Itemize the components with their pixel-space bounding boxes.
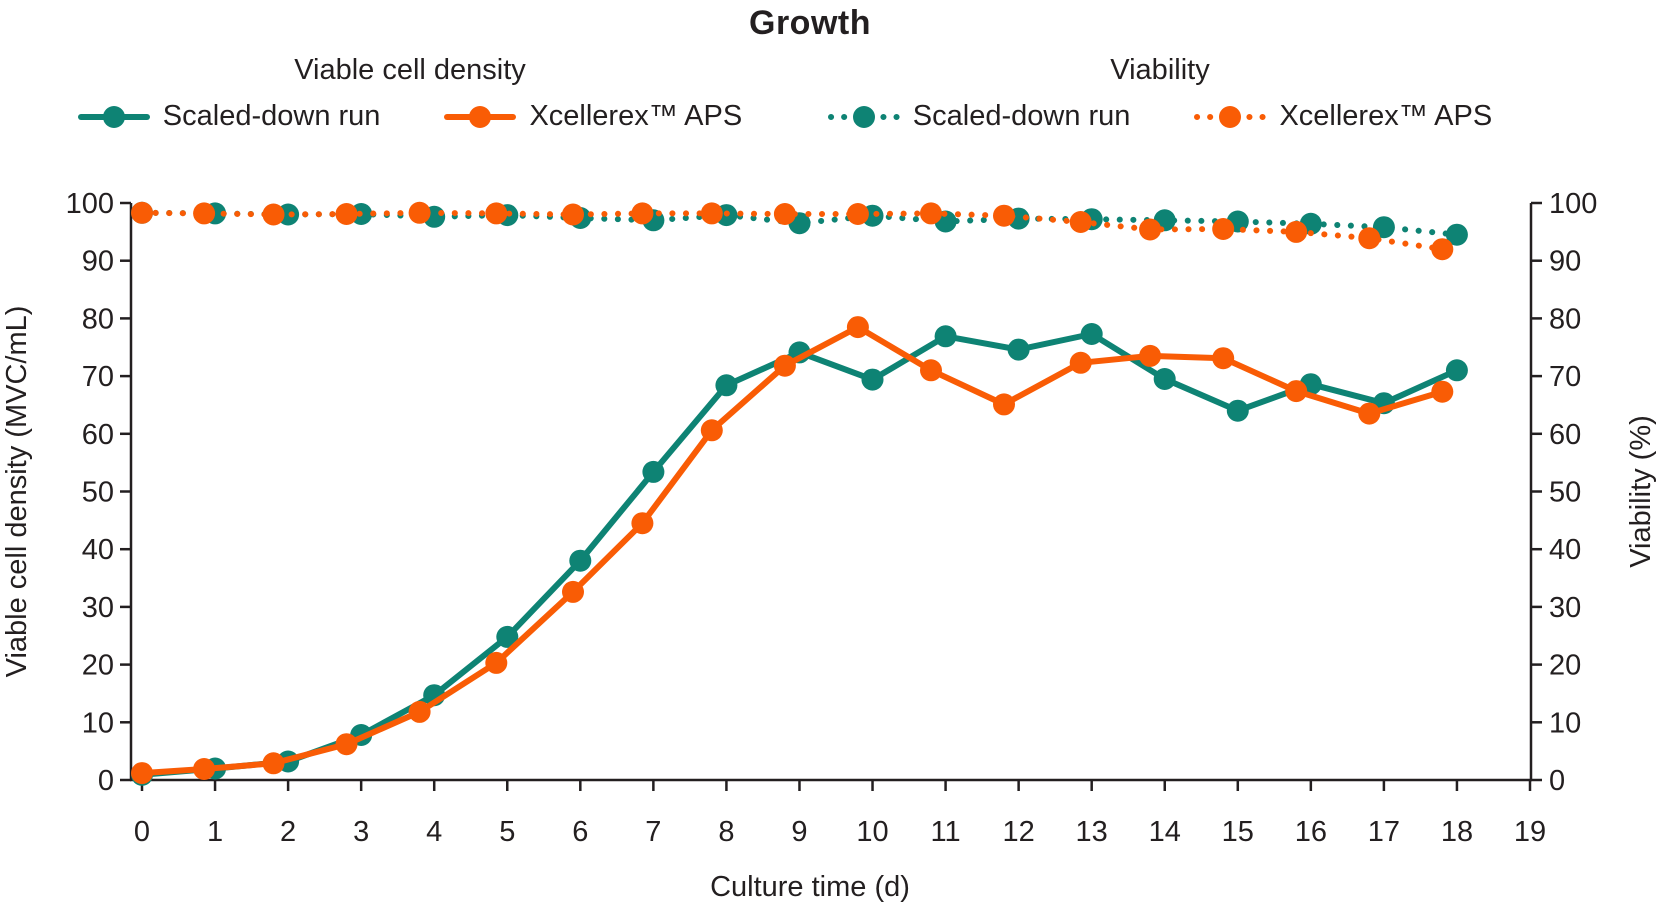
svg-text:3: 3 (353, 816, 369, 848)
svg-text:0: 0 (1549, 765, 1565, 797)
svg-text:13: 13 (1076, 816, 1108, 848)
svg-text:90: 90 (82, 246, 114, 278)
svg-text:2: 2 (280, 816, 296, 848)
legend-items-vcd: Scaled-down run Xcellerex™ APS (60, 100, 760, 133)
svg-text:80: 80 (1549, 303, 1581, 335)
svg-text:18: 18 (1441, 816, 1473, 848)
svg-text:0: 0 (134, 816, 150, 848)
legend-item-viability-xcellerex-aps: Xcellerex™ APS (1194, 100, 1492, 133)
svg-text:40: 40 (82, 534, 114, 566)
svg-text:30: 30 (82, 592, 114, 624)
legend-label: Xcellerex™ APS (1279, 100, 1493, 132)
svg-text:Culture time (d): Culture time (d) (710, 871, 910, 903)
svg-text:4: 4 (426, 816, 442, 848)
legend-item-vcd-scaled-down-run: Scaled-down run (77, 100, 381, 133)
svg-text:80: 80 (82, 303, 114, 335)
svg-text:10: 10 (856, 816, 888, 848)
svg-text:19: 19 (1514, 816, 1546, 848)
svg-text:70: 70 (1549, 361, 1581, 393)
svg-text:Viable cell density (MVC/mL): Viable cell density (MVC/mL) (1, 306, 33, 678)
svg-text:0: 0 (98, 765, 114, 797)
svg-text:10: 10 (1549, 707, 1581, 739)
svg-text:30: 30 (1549, 592, 1581, 624)
svg-text:20: 20 (1549, 650, 1581, 682)
dotted-teal-line-marker-icon (827, 105, 900, 128)
svg-text:70: 70 (82, 361, 114, 393)
svg-text:16: 16 (1295, 816, 1327, 848)
legend-label: Scaled-down run (162, 100, 381, 132)
legend-heading-vcd: Viable cell density (294, 54, 526, 86)
legend-viability: Viability Scaled-down run Xcellerex™ APS (820, 54, 1500, 133)
svg-text:1: 1 (207, 816, 223, 848)
svg-text:20: 20 (82, 650, 114, 682)
legend-label: Scaled-down run (912, 100, 1131, 132)
solid-orange-line-marker-icon (444, 105, 517, 128)
legend-items-viability: Scaled-down run Xcellerex™ APS (820, 100, 1500, 133)
svg-text:60: 60 (1549, 419, 1581, 451)
dotted-orange-line-marker-icon (1194, 105, 1267, 128)
legend-heading-viability: Viability (1110, 54, 1210, 86)
svg-text:7: 7 (645, 816, 661, 848)
svg-text:40: 40 (1549, 534, 1581, 566)
svg-text:10: 10 (82, 707, 114, 739)
svg-text:100: 100 (66, 188, 114, 220)
legend-viable-cell-density: Viable cell density Scaled-down run Xcel… (60, 54, 760, 133)
legend-item-viability-scaled-down-run: Scaled-down run (827, 100, 1131, 133)
svg-text:15: 15 (1222, 816, 1254, 848)
svg-text:5: 5 (499, 816, 515, 848)
solid-teal-line-marker-icon (77, 105, 150, 128)
legend-label: Xcellerex™ APS (529, 100, 743, 132)
svg-text:Viability (%): Viability (%) (1625, 415, 1657, 568)
legend-item-vcd-xcellerex-aps: Xcellerex™ APS (444, 100, 742, 133)
svg-text:100: 100 (1549, 188, 1597, 220)
chart-title: Growth (749, 4, 871, 42)
svg-text:8: 8 (718, 816, 734, 848)
svg-text:60: 60 (82, 419, 114, 451)
svg-text:14: 14 (1149, 816, 1181, 848)
svg-text:11: 11 (931, 816, 961, 848)
svg-text:90: 90 (1549, 246, 1581, 278)
svg-text:50: 50 (82, 477, 114, 509)
svg-text:50: 50 (1549, 477, 1581, 509)
svg-text:6: 6 (572, 816, 588, 848)
svg-text:12: 12 (1002, 816, 1034, 848)
svg-text:17: 17 (1368, 816, 1400, 848)
svg-text:9: 9 (791, 816, 807, 848)
